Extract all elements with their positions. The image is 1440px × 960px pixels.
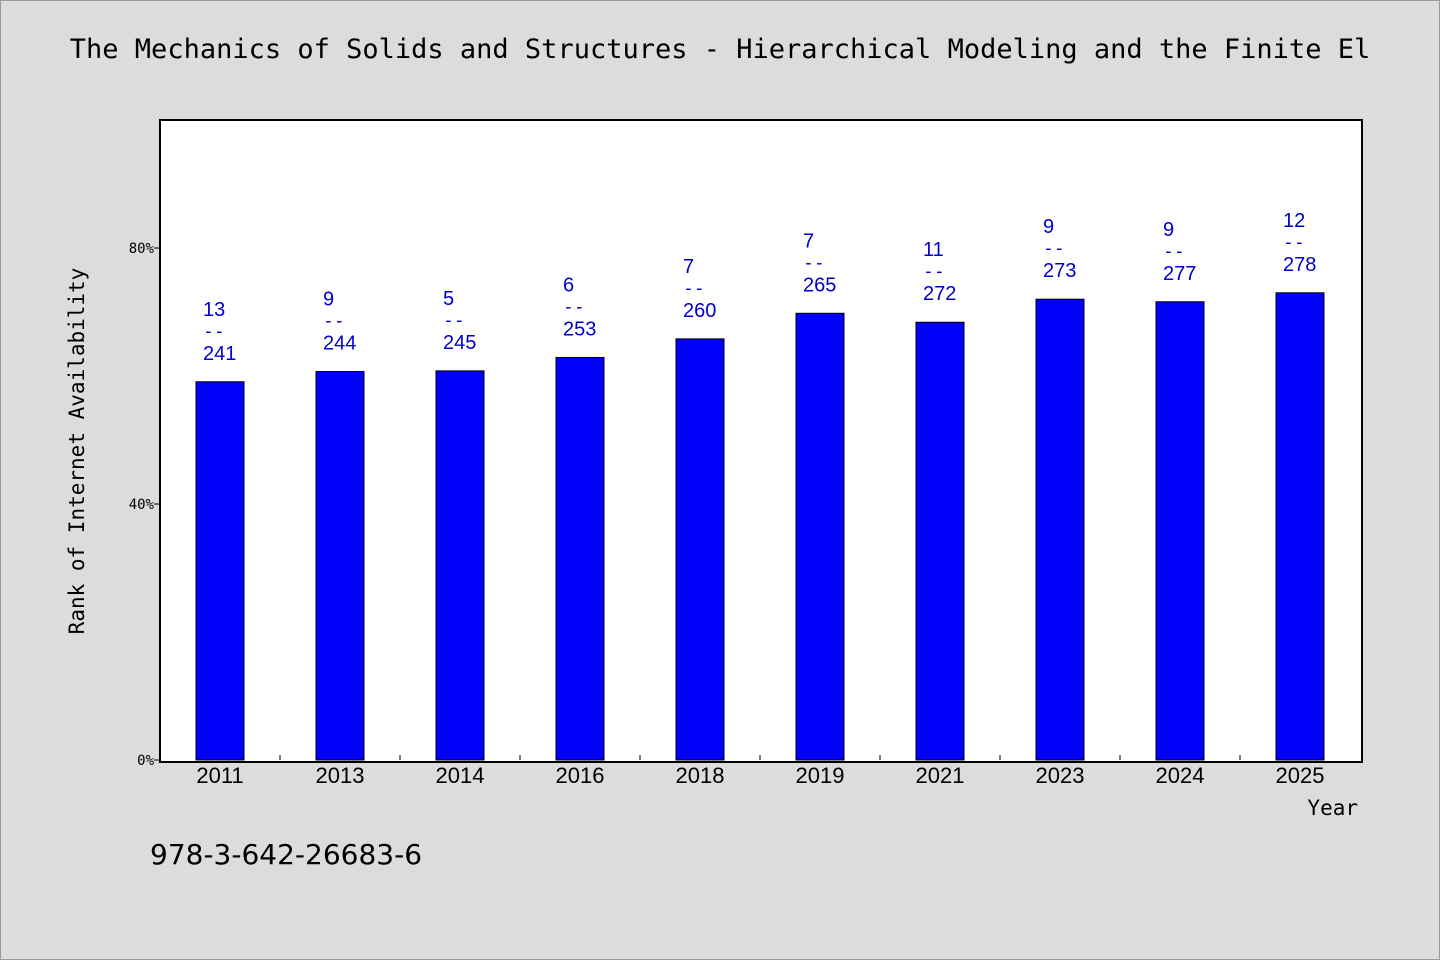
data-label-top: 9 xyxy=(323,289,334,311)
data-label-bottom: 273 xyxy=(1043,260,1076,282)
data-label-separator: -- xyxy=(923,261,945,282)
data-label-separator: -- xyxy=(1043,238,1065,259)
data-label-bottom: 244 xyxy=(323,333,356,355)
data-label-top: 6 xyxy=(563,274,574,296)
data-label-separator: -- xyxy=(683,278,705,299)
bar-2021 xyxy=(915,321,965,761)
bar-2025 xyxy=(1275,292,1325,761)
data-label-bottom: 260 xyxy=(683,300,716,322)
data-label-separator: -- xyxy=(803,252,825,273)
chart-title: The Mechanics of Solids and Structures -… xyxy=(69,34,1371,65)
data-label-bottom: 265 xyxy=(803,274,836,296)
data-label-separator: -- xyxy=(1283,232,1305,253)
bar-2018 xyxy=(675,338,725,761)
data-label-bottom: 245 xyxy=(443,332,476,354)
bar-2013 xyxy=(315,371,365,761)
bar-2011 xyxy=(195,381,245,761)
x-tick-label: 2018 xyxy=(676,763,725,788)
y-tick-label: 0% xyxy=(137,753,154,769)
data-label-bottom: 277 xyxy=(1163,263,1196,285)
x-tick-label: 2016 xyxy=(556,763,605,788)
data-label-bottom: 278 xyxy=(1283,254,1316,276)
bar-2016 xyxy=(555,356,605,761)
data-label-top: 9 xyxy=(1043,216,1054,238)
bar-2019 xyxy=(795,312,845,761)
data-label-top: 7 xyxy=(803,230,814,252)
data-label-bottom: 272 xyxy=(923,283,956,305)
y-tick-label: 80% xyxy=(129,241,155,257)
data-label-bottom: 241 xyxy=(203,343,236,365)
data-label-top: 11 xyxy=(923,239,944,261)
y-tick-label: 40% xyxy=(129,497,155,513)
data-label-bottom: 253 xyxy=(563,318,596,340)
x-tick-label: 2025 xyxy=(1276,763,1325,788)
data-label-top: 5 xyxy=(443,288,454,310)
x-axis-label: Year xyxy=(1307,796,1358,820)
data-label-top: 13 xyxy=(203,299,225,321)
x-tick-label: 2014 xyxy=(436,763,485,788)
bar-2023 xyxy=(1035,298,1085,761)
data-label-top: 7 xyxy=(683,256,694,278)
bar-2024 xyxy=(1155,301,1205,761)
data-label-separator: -- xyxy=(203,321,225,342)
data-label-top: 9 xyxy=(1163,219,1174,241)
x-tick-label: 2019 xyxy=(796,763,845,788)
isbn-caption: 978-3-642-26683-6 xyxy=(150,838,423,871)
x-tick-label: 2023 xyxy=(1036,763,1085,788)
data-label-top: 12 xyxy=(1283,210,1305,232)
x-tick-label: 2011 xyxy=(196,763,243,788)
bar-2014 xyxy=(435,370,485,761)
x-tick-label: 2021 xyxy=(916,763,965,788)
data-label-separator: -- xyxy=(1163,241,1185,262)
data-label-separator: -- xyxy=(443,310,465,331)
data-label-separator: -- xyxy=(563,296,585,317)
x-tick-label: 2024 xyxy=(1156,763,1205,788)
x-tick-label: 2013 xyxy=(316,763,365,788)
data-label-separator: -- xyxy=(323,311,345,332)
